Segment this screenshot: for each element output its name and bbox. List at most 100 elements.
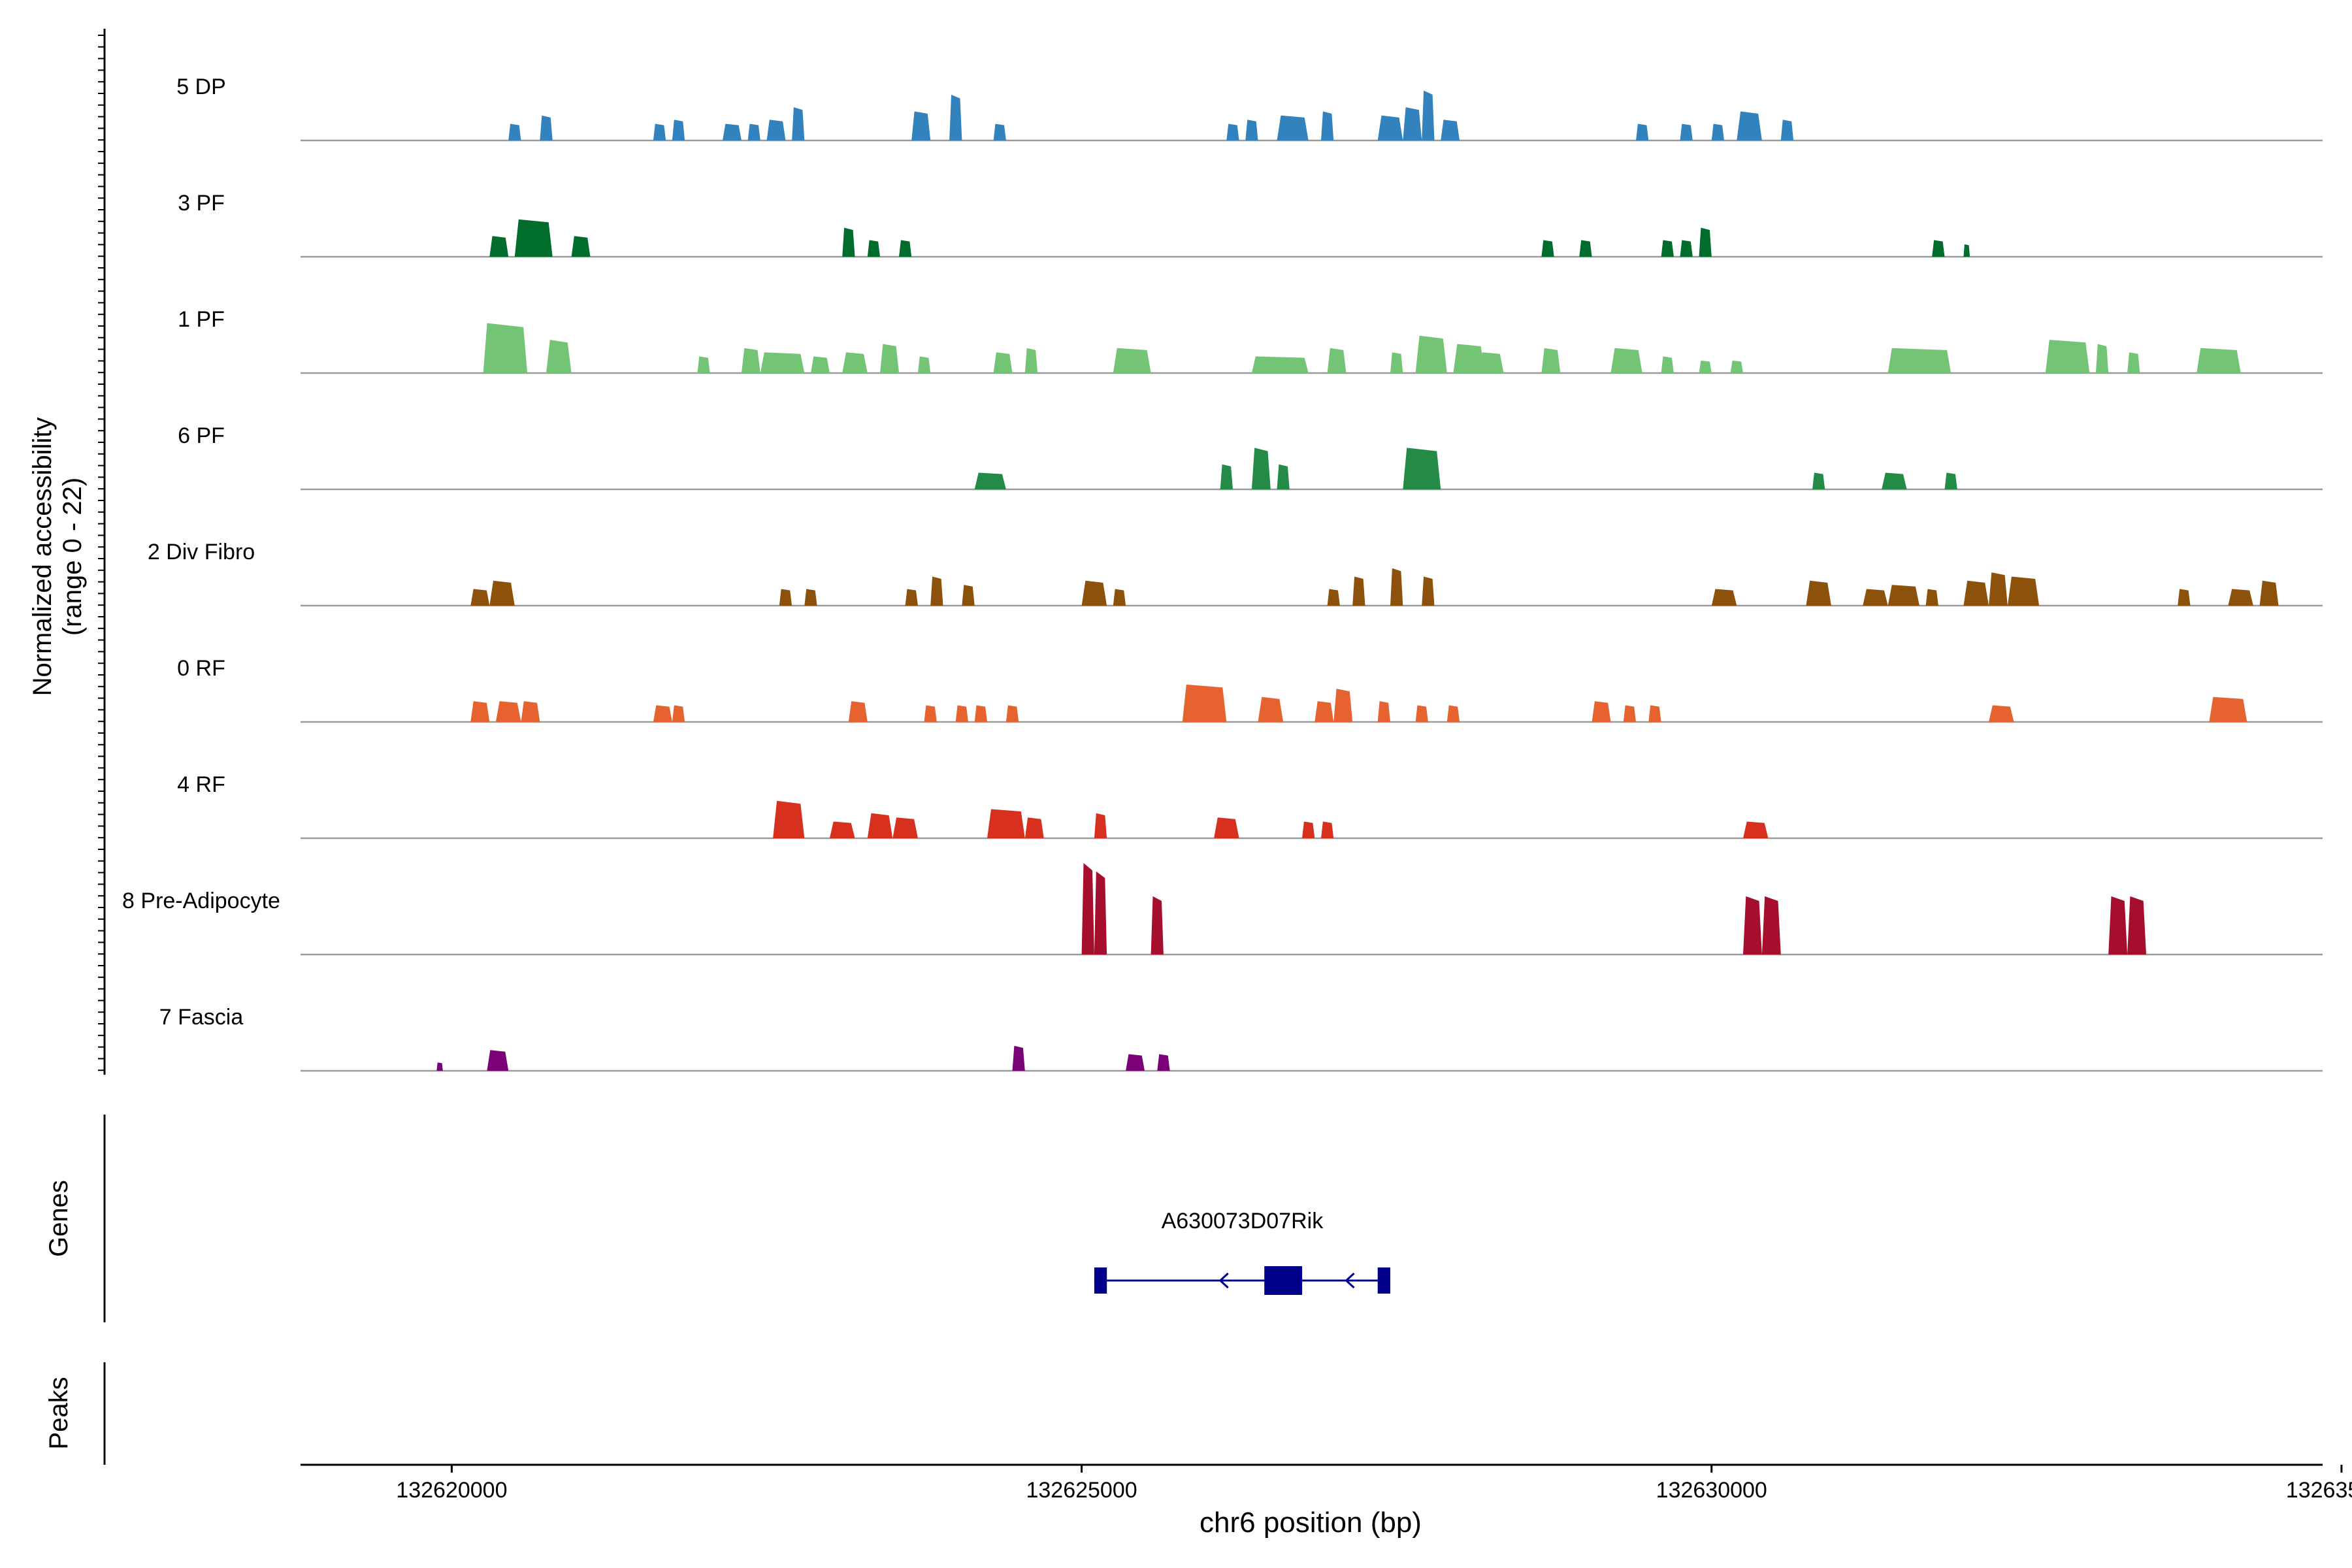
coverage-peak [1743,896,1762,955]
gene-exon [1264,1266,1303,1295]
accessibility-axis-ticks [98,35,105,1071]
track-7-fascia: 7 Fascia [159,1005,2323,1072]
coverage-peak [741,348,760,373]
x-tick-label: 132625000 [1026,1478,1137,1503]
coverage-peak [1245,120,1258,140]
x-tick-label: 132630000 [1656,1478,1767,1503]
coverage-peak [1390,352,1403,373]
track-8-pre-adipocyte: 8 Pre-Adipocyte [122,863,2323,956]
coverage-peak [905,589,918,606]
coverage-peak [1963,244,1970,257]
coverage-peak [1453,344,1485,373]
track-6-pf: 6 PF [178,423,2323,491]
coverage-peak [842,352,868,373]
track-1-pf: 1 PF [178,307,2323,374]
coverage-peak [1579,240,1592,257]
coverage-peak [2259,580,2279,606]
coverage-tracks: 5 DP 3 PF 1 PF 6 PF 2 Div Fibro 0 RF 4 RF 8 Pre… [122,74,2323,1072]
coverage-peak [811,356,830,373]
y-axis-title-line1: Normalized accessibility [28,417,57,696]
coverage-peak [1403,448,1441,489]
coverage-peak [1925,589,1938,606]
coverage-peak [1711,589,1737,606]
coverage-peak [1944,472,1957,489]
coverage-peak [949,95,962,140]
coverage-peak [1610,348,1642,373]
coverage-peak [1541,348,1561,373]
coverage-peak [1327,589,1340,606]
coverage-peak [470,701,490,722]
coverage-peak [1226,123,1239,140]
coverage-peak [1094,813,1107,838]
coverage-peak [1887,585,1919,606]
coverage-peak [1302,821,1315,838]
coverage-peak [1113,589,1126,606]
coverage-peak [1182,684,1227,722]
coverage-peak [514,219,553,257]
coverage-peak [1333,689,1353,722]
coverage-peak [1882,472,1907,489]
track-0-rf: 0 RF [177,656,2323,723]
coverage-peak [1258,696,1284,722]
coverage-peak [974,472,1006,489]
gene-exon [1377,1267,1390,1294]
coverage-peak [1113,348,1151,373]
coverage-peak [672,120,685,140]
track-4-rf: 4 RF [177,772,2323,840]
coverage-peak [747,123,760,140]
coverage-peak [1661,240,1674,257]
track-label: 3 PF [178,191,225,216]
coverage-peak [653,123,666,140]
coverage-peak [508,123,521,140]
coverage-peak [993,123,1006,140]
x-tick-label: 132620000 [396,1478,507,1503]
coverage-peak [1699,360,1712,373]
coverage-peak [930,576,943,606]
track-label: 8 Pre-Adipocyte [122,889,280,913]
coverage-peak [1887,348,1952,373]
coverage-peak [470,589,490,606]
coverage-peak [2197,348,2241,373]
coverage-peak [2127,896,2146,955]
coverage-peak [1157,1054,1170,1071]
coverage-peak [1277,464,1290,489]
coverage-peak [1478,352,1504,373]
coverage-peak [1989,705,2014,722]
coverage-peak [2178,589,2191,606]
coverage-peak [1780,120,1794,140]
coverage-peak [672,705,685,722]
coverage-peak [1151,896,1164,955]
coverage-peak [1989,572,2008,606]
coverage-peak [1390,568,1403,606]
coverage-peak [766,120,786,140]
coverage-peak [521,701,540,722]
coverage-peak [1377,115,1403,140]
coverage-peak [1648,705,1661,722]
coverage-peak [924,705,937,722]
coverage-peak [773,800,805,838]
coverage-peak [1214,817,1239,838]
coverage-peak [1661,356,1674,373]
peaks-section-title: Peaks [44,1377,73,1449]
coverage-peak [1623,705,1636,722]
coverage-peak [2007,576,2040,606]
track-label: 4 RF [177,772,225,797]
coverage-peak [848,701,868,722]
coverage-peak [1711,123,1724,140]
coverage-peak [1743,821,1769,838]
coverage-peak [1592,701,1611,722]
track-label: 7 Fascia [159,1005,244,1030]
coverage-peak [1094,871,1107,955]
coverage-peak [892,817,918,838]
coverage-peak [792,107,805,140]
coverage-peak [436,1062,443,1071]
coverage-peak [1932,240,1945,257]
coverage-peak [2127,352,2140,373]
x-tick-label: 132635000 [2286,1478,2352,1503]
gene-track: A630073D07Rik [1094,1209,1391,1295]
coverage-peak [1024,348,1038,373]
track-label: 5 DP [176,74,226,99]
coverage-peak [1441,120,1460,140]
coverage-peak [697,356,710,373]
coverage-peak [1863,589,1888,606]
